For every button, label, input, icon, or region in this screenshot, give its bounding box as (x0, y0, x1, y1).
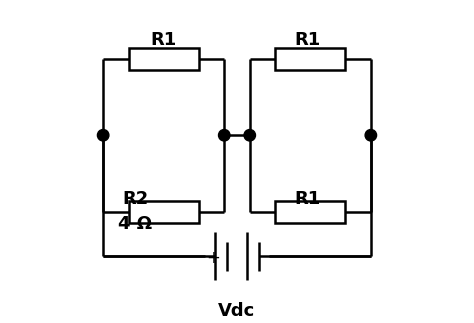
Text: +: + (206, 249, 220, 267)
FancyBboxPatch shape (275, 201, 346, 223)
FancyBboxPatch shape (128, 201, 199, 223)
Text: Vdc: Vdc (219, 301, 255, 319)
Circle shape (365, 130, 376, 141)
Text: R1: R1 (294, 190, 320, 208)
FancyBboxPatch shape (128, 47, 199, 70)
Text: 4 Ω: 4 Ω (118, 215, 152, 234)
Circle shape (244, 130, 255, 141)
Circle shape (219, 130, 230, 141)
Circle shape (98, 130, 109, 141)
Text: R2: R2 (122, 190, 148, 208)
Text: R1: R1 (151, 31, 177, 49)
Text: R1: R1 (294, 31, 320, 49)
FancyBboxPatch shape (275, 47, 346, 70)
